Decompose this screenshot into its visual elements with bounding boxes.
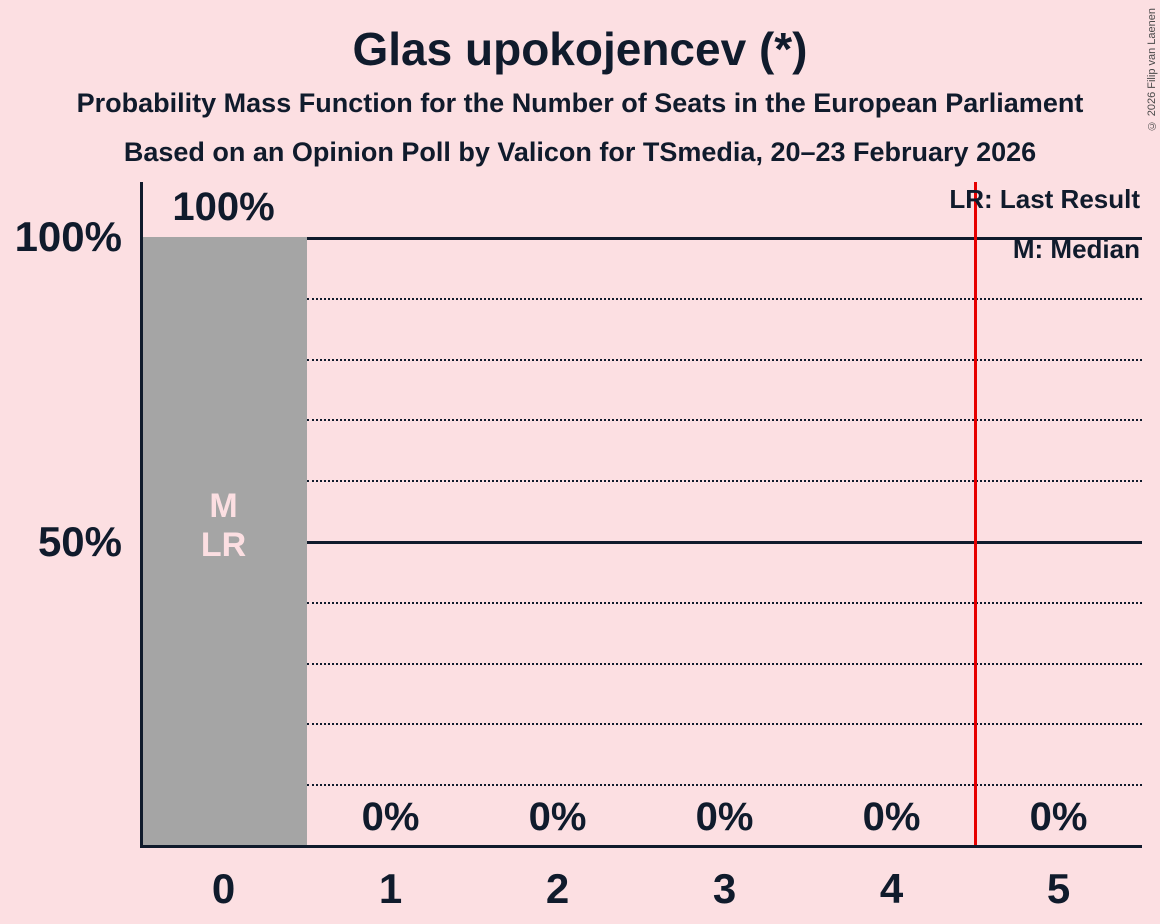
value-label-seat-0: 100% — [172, 185, 275, 229]
x-axis-tick-label-0: 0 — [211, 865, 236, 912]
last-result-annotation: LR — [200, 526, 247, 564]
dotted-gridline-90pct — [307, 297, 1142, 300]
dotted-gridline-40pct — [307, 601, 1142, 604]
median-annotation: M — [209, 487, 238, 525]
median-last-result-annotation: M LR — [140, 487, 307, 565]
legend-last-result: LR: Last Result — [949, 184, 1140, 214]
x-axis-tick-label-3: 3 — [712, 865, 737, 912]
chart-subtitle-pmf: Probability Mass Function for the Number… — [76, 88, 1084, 118]
pmf-bar-seat-0 — [140, 237, 307, 848]
chart-title: Glas upokojencev (*) — [352, 23, 808, 75]
x-axis-tick-label-2: 2 — [545, 865, 570, 912]
y-axis-line — [140, 182, 143, 848]
dotted-gridline-30pct — [307, 662, 1142, 665]
last-result-red-line — [973, 182, 977, 848]
copyright-note: © 2026 Filip van Laenen — [1146, 8, 1158, 132]
y-axis-label-100: 100% — [14, 213, 122, 260]
chart-subtitle-poll: Based on an Opinion Poll by Valicon for … — [123, 137, 1037, 167]
value-label-seat-1: 0% — [361, 795, 420, 839]
dotted-gridline-70pct — [307, 419, 1142, 422]
dotted-gridline-10pct — [307, 784, 1142, 787]
x-axis-line — [140, 845, 1142, 848]
value-label-seat-5: 0% — [1029, 795, 1088, 839]
plot-area: 100% 0% 0% 0% 0% 0% M LR — [140, 182, 1142, 848]
dotted-gridline-20pct — [307, 723, 1142, 726]
y-axis-label-50: 50% — [37, 518, 122, 565]
x-axis-tick-label-5: 5 — [1046, 865, 1071, 912]
solid-gridline-100pct — [307, 237, 1142, 240]
x-axis-tick-label-1: 1 — [378, 865, 403, 912]
dotted-gridline-80pct — [307, 358, 1142, 361]
solid-gridline-50pct — [307, 541, 1142, 544]
dotted-gridline-60pct — [307, 480, 1142, 483]
legend-median: M: Median — [1012, 234, 1140, 264]
value-label-seat-3: 0% — [695, 795, 754, 839]
value-label-seat-2: 0% — [528, 795, 587, 839]
x-axis-tick-label-4: 4 — [879, 865, 904, 912]
value-label-seat-4: 0% — [862, 795, 921, 839]
